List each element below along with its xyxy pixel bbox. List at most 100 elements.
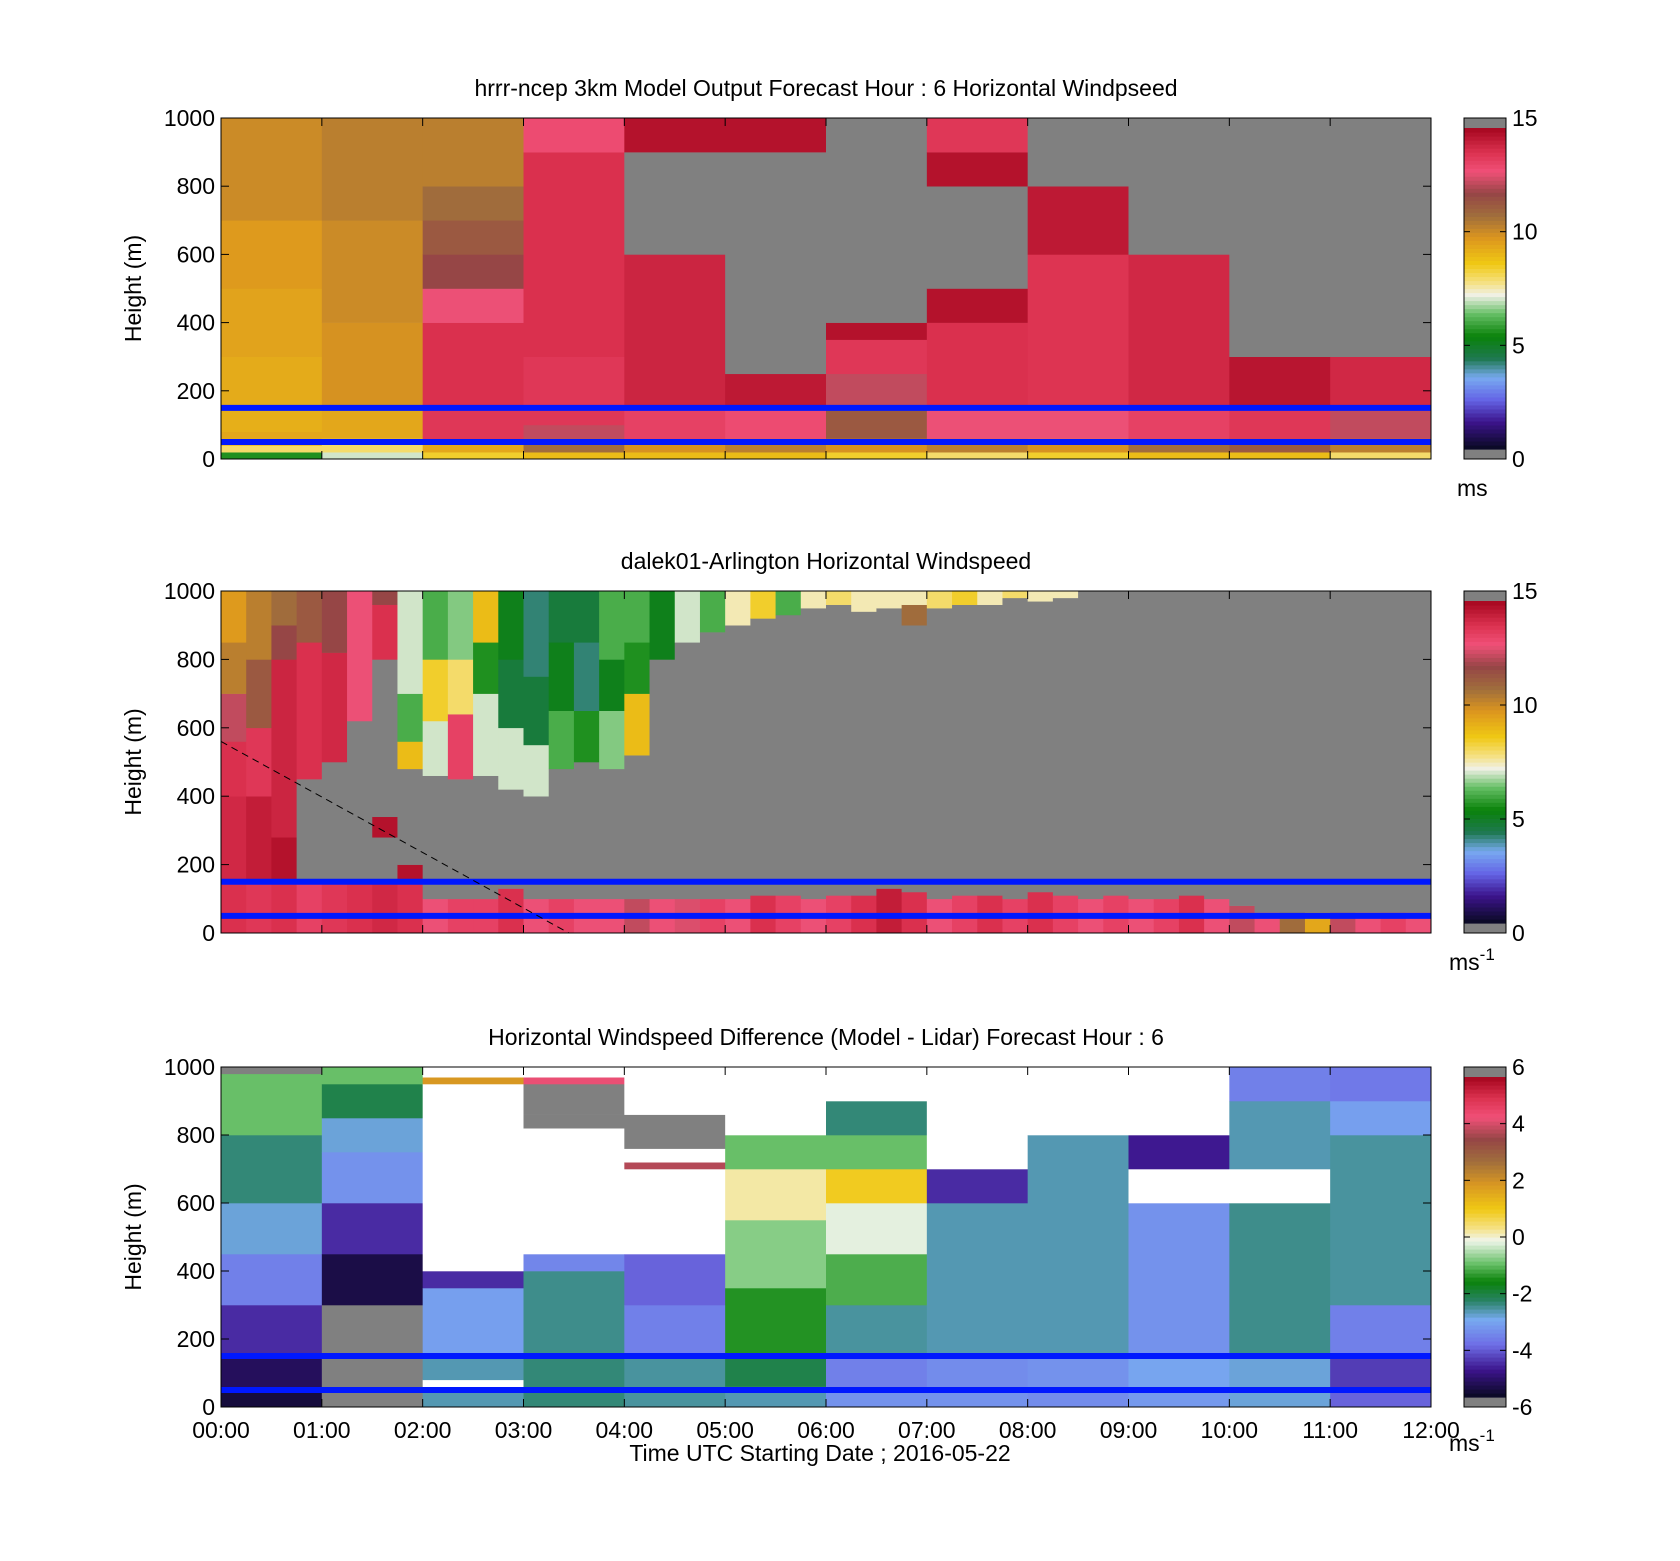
colorbar-swatch [1464,1209,1506,1214]
colorbar: 0 5 10 15 ms [1457,105,1538,501]
heatmap-cell [977,604,1003,896]
heatmap-cell [1027,186,1129,255]
heatmap-cell [221,1067,323,1075]
heatmap-cell [523,1128,625,1255]
heatmap-cell [901,604,928,626]
colorbar-tick-label: 5 [1512,332,1525,358]
heatmap-cell [523,1077,625,1085]
heatmap-cell [523,744,550,797]
heatmap-cell [422,1379,524,1391]
heatmap-cell [1153,591,1180,900]
heatmap-cell [1229,1169,1331,1204]
heatmap-cell [1330,1135,1432,1306]
heatmap-cell [876,888,903,934]
colorbar-swatch [1464,1089,1506,1094]
heatmap-cell [523,1356,625,1408]
heatmap-cell [221,1390,323,1408]
y-tick-label: 800 [177,173,215,199]
heatmap-cell [926,322,1029,409]
colorbar-unit: ms-1 [1449,945,1495,975]
heatmap-cell [523,424,625,439]
heatmap-cell [1330,407,1432,439]
heatmap-cell [926,407,1029,439]
heatmap-column [422,118,524,460]
heatmap-cell [221,1356,323,1391]
colorbar-frame [1463,117,1507,460]
heatmap-cell [523,1271,625,1357]
heatmap-column [321,1067,424,1408]
colorbar-swatch [1464,204,1506,209]
colorbar-swatch [1464,673,1506,679]
heatmap-cell [1128,407,1230,439]
colorbar-swatch [1464,882,1506,888]
colorbar-unit: ms-1 [1449,1426,1495,1456]
colorbar-swatch [1464,725,1506,731]
heatmap-cell [1204,591,1230,900]
heatmap-cell [826,322,928,340]
colorbar-tick-label: 0 [1512,446,1525,472]
heatmap-cell [1330,118,1432,357]
heatmap-cell [1002,597,1029,900]
heatmap-cell [422,441,524,453]
heatmap-column [548,591,575,934]
panel-title: Horizontal Windspeed Difference (Model -… [488,1024,1164,1050]
y-tick-label: 0 [202,1394,215,1420]
colorbar-tick-label: 0 [1512,920,1525,946]
colorbar-swatch [1464,1329,1506,1334]
panel-model-output: 0 200 400 600 800 1000 hrrr-ncep 3km Model Out… [120,75,1538,501]
heatmap-cell [750,591,777,619]
heatmap-cell [498,789,524,889]
colorbar-swatch [1464,1101,1506,1106]
colorbar-swatch [1464,609,1506,614]
colorbar-swatch [1464,184,1506,189]
colorbar-swatch [1464,156,1506,161]
heatmap-column [1052,591,1079,934]
colorbar-swatch [1464,637,1506,642]
heatmap-cell [397,591,424,694]
heatmap-cell [699,591,726,633]
heatmap-column [1153,591,1180,934]
heatmap-cell [624,441,726,453]
heatmap-cell [221,407,323,433]
heatmap-cell [725,1220,827,1289]
heatmap-cell [1330,1067,1432,1102]
heatmap-cell [321,220,424,323]
colorbar-swatch [1464,713,1506,719]
heatmap-cell [624,1114,726,1149]
colorbar-swatch [1464,677,1506,683]
colorbar-swatch [1464,1265,1506,1270]
heatmap-cell [573,710,600,763]
colorbar-swatch [1464,894,1506,900]
heatmap-column [1002,591,1029,934]
heatmap-cell [926,152,1029,187]
heatmap-cell [876,591,903,609]
colorbar-tick-label: -4 [1512,1337,1533,1363]
y-tick-label: 800 [177,646,215,672]
colorbar-swatch [1464,248,1506,253]
colorbar-swatch [1464,364,1506,370]
heatmap-cell [599,768,625,900]
heatmap-cell [321,1254,424,1306]
heatmap-cell [952,591,978,605]
colorbar-swatch [1464,128,1506,133]
colorbar-swatch [1464,733,1506,739]
colorbar-swatch [1464,1337,1506,1342]
colorbar-swatch [1464,1357,1506,1362]
heatmap-cell [271,659,298,838]
colorbar-swatch [1464,212,1506,217]
colorbar-swatch [1464,136,1506,141]
colorbar-top-cap [1464,118,1506,128]
heatmap-cell [624,152,726,255]
colorbar-swatch [1464,240,1506,245]
heatmap-column [1229,118,1331,460]
heatmap-cell [321,1203,424,1255]
heatmap-column [1330,591,1356,934]
colorbar-swatch [1464,774,1506,779]
colorbar-swatch [1464,1353,1506,1358]
heatmap-cell [221,1305,323,1357]
heatmap-cell [1229,1356,1331,1408]
heatmap-cell [1027,452,1129,460]
heatmap-cell [321,1152,424,1204]
heatmap-cell [851,611,877,896]
heatmap-cell [1330,452,1432,460]
